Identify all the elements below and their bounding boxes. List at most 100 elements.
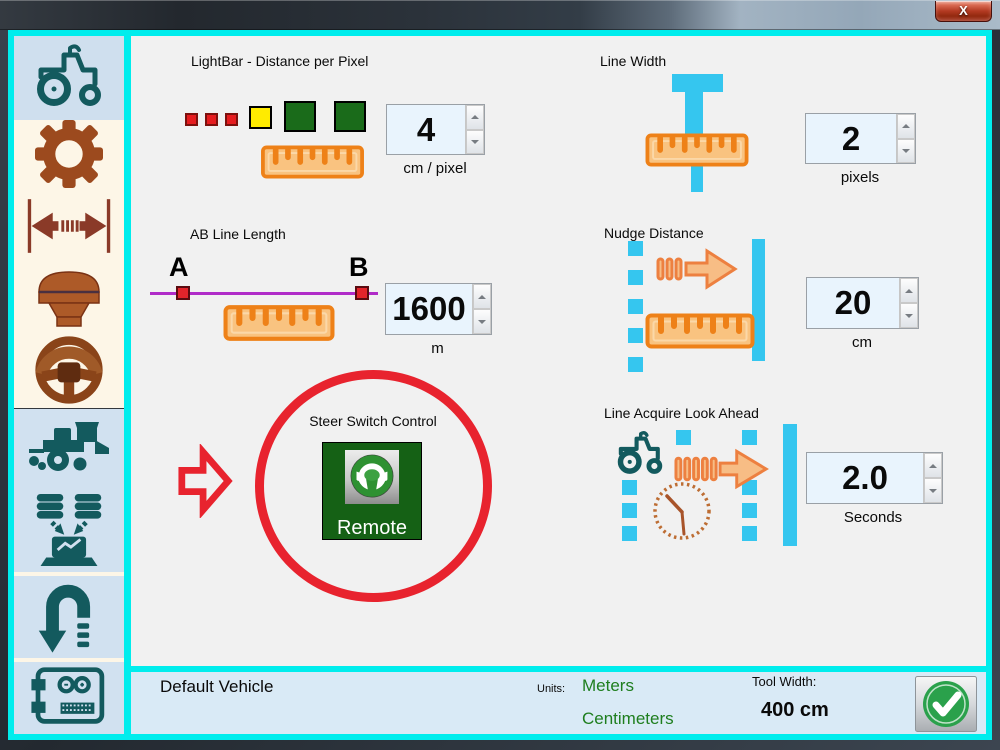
settings-panel: LightBar - Distance per Pixel 4 — [131, 36, 986, 666]
nudge-arrow-icon — [655, 245, 740, 298]
point-a-label: A — [169, 252, 189, 282]
lightbar-spin-up-button[interactable] — [466, 105, 484, 130]
ab-line-spin-up-button[interactable] — [473, 284, 491, 309]
nudge-dash-graphic — [628, 241, 643, 256]
up-arrow-icon — [905, 288, 913, 293]
nudge-value-input[interactable]: 20 — [807, 278, 899, 328]
line-width-unit-label: pixels — [840, 169, 880, 186]
look-ahead-spinbox: 2.0 — [806, 452, 943, 504]
lightbar-led-red-2 — [205, 113, 218, 126]
ruler-icon-nudge — [645, 312, 755, 355]
down-arrow-icon — [905, 313, 913, 318]
annotation-arrow-icon — [177, 442, 233, 523]
up-arrow-icon — [478, 294, 486, 299]
look-ahead-target-line — [783, 424, 797, 546]
down-arrow-icon — [471, 139, 479, 144]
nudge-spin-up-button[interactable] — [900, 278, 918, 303]
sidebar-item-autosteer[interactable] — [14, 334, 124, 411]
lightbar-led-red-1 — [185, 113, 198, 126]
nudge-dash-graphic — [628, 270, 643, 285]
tool-width-value: 400 cm — [761, 699, 829, 721]
down-arrow-icon — [929, 488, 937, 493]
ab-line-spinbox: 1600 — [385, 283, 492, 335]
sidebar-item-tool-width[interactable] — [14, 192, 124, 264]
line-width-spinbox: 2 — [805, 113, 916, 164]
look-ahead-dash-graphic — [622, 526, 637, 541]
sidebar-item-modules[interactable] — [14, 662, 124, 734]
line-width-graphic-stem — [685, 88, 703, 136]
look-ahead-dash-graphic — [742, 526, 757, 541]
close-button[interactable]: X — [935, 1, 992, 22]
look-ahead-clock-icon — [650, 479, 714, 548]
sidebar-divider — [14, 408, 124, 409]
look-ahead-dash-graphic — [742, 430, 757, 445]
down-arrow-icon — [902, 148, 910, 153]
point-b-label: B — [349, 252, 369, 282]
sidebar-item-vehicle[interactable] — [14, 36, 124, 120]
line-width-spin-up-button[interactable] — [897, 114, 915, 139]
u-turn-icon — [36, 575, 102, 660]
lightbar-spin-down-button[interactable] — [466, 129, 484, 154]
implement-tractor-icon — [27, 420, 111, 481]
look-ahead-tractor-icon — [614, 430, 666, 481]
look-ahead-value-input[interactable]: 2.0 — [807, 453, 923, 503]
title-bar: X — [0, 0, 1000, 30]
sidebar-item-implement[interactable] — [14, 409, 124, 492]
point-b-marker — [355, 286, 369, 300]
look-ahead-spin-up-button[interactable] — [924, 453, 942, 478]
ab-line-spin-down-button[interactable] — [473, 309, 491, 334]
width-arrows-icon — [23, 191, 115, 266]
ab-line-title: AB Line Length — [190, 226, 286, 242]
data-sync-icon — [29, 493, 109, 572]
ab-line-value-input[interactable]: 1600 — [386, 284, 472, 334]
lightbar-led-green-2 — [334, 101, 366, 132]
ok-button[interactable] — [915, 676, 977, 732]
ruler-icon-line-width — [641, 133, 753, 172]
lightbar-led-green-1 — [284, 101, 316, 132]
look-ahead-arrow-icon — [674, 443, 772, 500]
sidebar-item-data-sources[interactable] — [14, 492, 124, 572]
look-ahead-unit-label: Seconds — [843, 509, 903, 526]
antenna-icon — [27, 267, 111, 334]
lightbar-led-yellow — [249, 106, 272, 129]
lightbar-value-input[interactable]: 4 — [387, 105, 465, 154]
line-width-graphic-tbar — [672, 74, 723, 92]
sidebar-item-settings[interactable] — [14, 119, 124, 192]
nudge-dash-graphic — [628, 328, 643, 343]
ruler-icon-ab-line — [223, 304, 335, 347]
arduino-board-icon — [29, 665, 109, 732]
nudge-unit-label: cm — [852, 334, 872, 351]
nudge-spin-down-button[interactable] — [900, 303, 918, 328]
down-arrow-icon — [478, 319, 486, 324]
tool-width-label: Tool Width: — [752, 674, 817, 689]
look-ahead-spin-down-button[interactable] — [924, 478, 942, 503]
unit-secondary-label[interactable]: Centimeters — [582, 709, 674, 728]
nudge-spinbox: 20 — [806, 277, 919, 329]
line-width-title: Line Width — [600, 53, 667, 69]
ab-line-graphic — [150, 292, 378, 295]
line-width-graphic-stem-lower — [691, 166, 703, 192]
up-arrow-icon — [902, 124, 910, 129]
annotation-circle — [255, 370, 492, 602]
lightbar-unit-label: cm / pixel — [403, 160, 467, 177]
ab-line-unit-label: m — [431, 340, 444, 357]
look-ahead-title: Line Acquire Look Ahead — [604, 405, 759, 421]
lightbar-spinbox: 4 — [386, 104, 485, 155]
nudge-dash-graphic — [628, 357, 643, 372]
unit-primary-label[interactable]: Meters — [582, 676, 634, 695]
point-a-marker — [176, 286, 190, 300]
up-arrow-icon — [929, 463, 937, 468]
sidebar-item-gps-antenna[interactable] — [14, 264, 124, 336]
nudge-title: Nudge Distance — [604, 225, 704, 241]
tractor-icon — [31, 43, 107, 114]
checkmark-icon — [915, 676, 977, 736]
steering-wheel-icon — [33, 334, 105, 411]
ruler-icon-lightbar — [257, 145, 368, 184]
look-ahead-dash-graphic — [622, 480, 637, 495]
nudge-dash-graphic — [628, 299, 643, 314]
sidebar-item-u-turn[interactable] — [14, 576, 124, 658]
line-width-value-input[interactable]: 2 — [806, 114, 896, 163]
line-width-spin-down-button[interactable] — [897, 138, 915, 163]
units-label: Units: — [537, 683, 566, 695]
